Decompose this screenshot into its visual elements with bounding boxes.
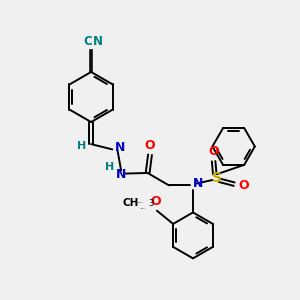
Text: O: O (145, 139, 155, 152)
Text: N: N (93, 34, 103, 47)
Text: O: O (208, 145, 219, 158)
Text: O: O (238, 179, 249, 192)
Text: H: H (105, 162, 115, 172)
Text: S: S (212, 171, 222, 185)
Text: CH: CH (122, 198, 139, 208)
Text: 3: 3 (148, 199, 153, 208)
Text: methyl: methyl (141, 208, 146, 209)
Text: O: O (150, 195, 161, 208)
Text: methoxy: methoxy (138, 202, 144, 203)
Text: N: N (192, 177, 203, 190)
Text: H: H (77, 141, 86, 151)
Text: C: C (83, 34, 92, 47)
Text: N: N (116, 168, 126, 181)
Text: N: N (115, 141, 125, 154)
